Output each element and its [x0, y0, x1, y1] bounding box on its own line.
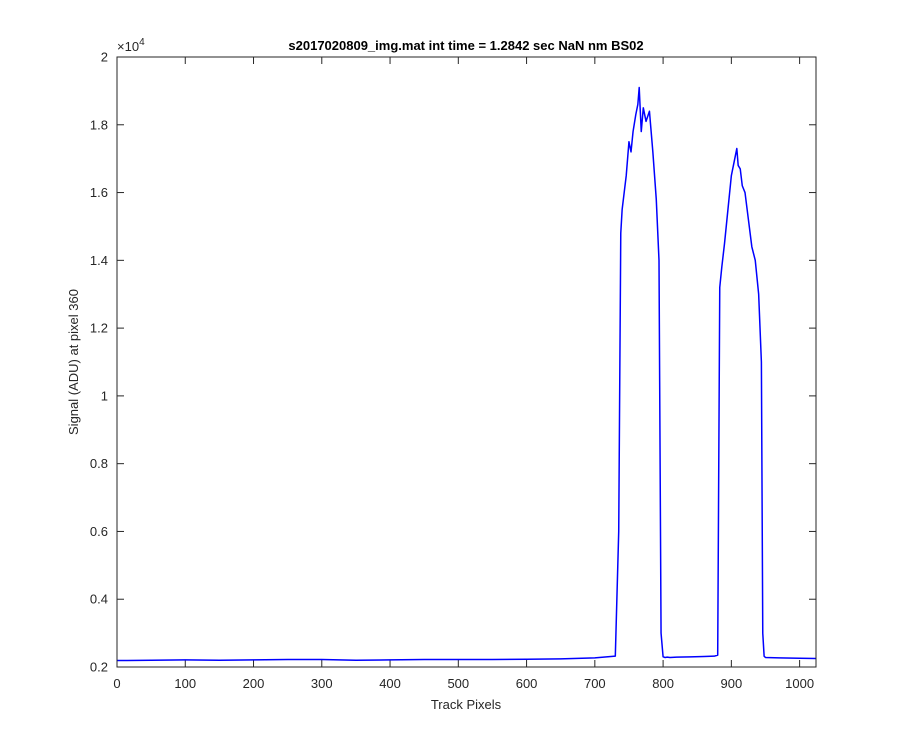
line-layer [116, 86, 817, 662]
ticks-layer: 0 100 200 300 400 500 600 700 800 900 1000 0.2 0.4 0.… [90, 50, 816, 691]
y-tick-label: 1.2 [90, 321, 108, 336]
x-tick-label: 1000 [785, 676, 814, 691]
x-tick-label: 100 [174, 676, 196, 691]
y-tick-label: 0.6 [90, 524, 108, 539]
x-tick-label: 700 [584, 676, 606, 691]
x-tick-label: 200 [243, 676, 265, 691]
y-tick-label: 0.2 [90, 660, 108, 675]
y-exponent-label: ×104 [117, 37, 145, 54]
y-exponent-power: 4 [139, 37, 145, 48]
plot-area [117, 57, 816, 667]
y-axis-label: Signal (ADU) at pixel 360 [66, 289, 81, 435]
y-tick-label: 1 [101, 388, 108, 403]
y-tick-label: 2 [101, 50, 108, 65]
x-tick-label: 500 [447, 676, 469, 691]
x-tick-label: 400 [379, 676, 401, 691]
x-tick-label: 900 [721, 676, 743, 691]
y-tick-label: 1.4 [90, 253, 108, 268]
y-tick-label: 1.6 [90, 185, 108, 200]
x-tick-label: 300 [311, 676, 333, 691]
y-exponent-base: ×10 [117, 39, 139, 54]
chart-title: s2017020809_img.mat int time = 1.2842 se… [288, 38, 643, 53]
y-tick-label: 0.4 [90, 592, 108, 607]
x-tick-label: 0 [113, 676, 120, 691]
x-axis-label: Track Pixels [431, 697, 502, 712]
series-line [116, 86, 817, 662]
y-tick-label: 1.8 [90, 117, 108, 132]
x-tick-label: 800 [652, 676, 674, 691]
y-tick-label: 0.8 [90, 456, 108, 471]
x-tick-label: 600 [516, 676, 538, 691]
axes-box [116, 56, 817, 668]
